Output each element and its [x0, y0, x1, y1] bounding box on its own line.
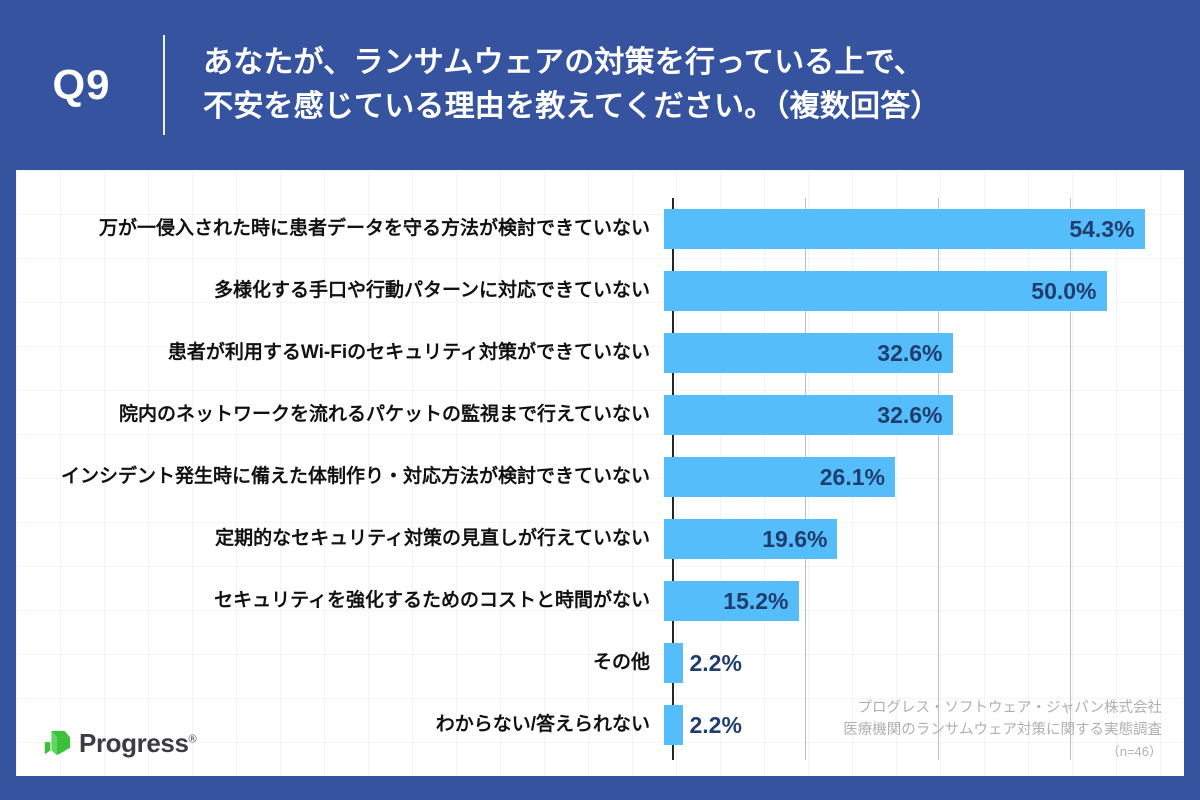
question-number: Q9 — [52, 61, 111, 108]
bar-value-label: 32.6% — [877, 340, 943, 366]
bar-track: 54.3% — [662, 198, 1184, 260]
registered-trademark-mark: ® — [188, 733, 197, 746]
bar-row: 患者が利用するWi-Fiのセキュリティ対策ができていない 32.6% — [16, 322, 1184, 384]
progress-logo-text: Progress — [79, 728, 189, 758]
bar-track: 2.2% — [662, 632, 1184, 694]
bar-chart-plot: 万が一侵入された時に患者データを守る方法が検討できていない 54.3% 多様化する手… — [16, 170, 1184, 776]
bar-category-label: インシデント発生時に備えた体制作り・対応方法が検討できていない — [60, 465, 650, 487]
bar-value-label: 26.1% — [819, 464, 885, 490]
bar-row: その他 2.2% — [16, 632, 1184, 694]
source-company: プログレス・ソフトウェア・ジャパン株式会社 — [857, 699, 1163, 716]
bar-category-label: 院内のネットワークを流れるパケットの監視まで行えていない — [118, 403, 650, 425]
bar-value-label: 15.2% — [723, 588, 789, 614]
bar[interactable] — [664, 457, 895, 497]
bar-row: 院内のネットワークを流れるパケットの監視まで行えていない 32.6% — [16, 384, 1184, 446]
bar-row: セキュリティを強化するためのコストと時間がない 15.2% — [16, 570, 1184, 632]
bar-track: 32.6% — [662, 322, 1184, 384]
source-survey: 医療機関のランサムウェア対策に関する実態調査 — [843, 722, 1162, 739]
bar-track: 19.6% — [662, 508, 1184, 570]
bar[interactable] — [664, 643, 684, 683]
bar-track: 15.2% — [662, 570, 1184, 632]
bar-category-label: セキュリティを強化するためのコストと時間がない — [214, 589, 650, 611]
bar-value-label: 32.6% — [877, 402, 943, 428]
bar-category-label: 多様化する手口や行動パターンに対応できていない — [213, 279, 650, 301]
bar-category-label: 患者が利用するWi-Fiのセキュリティ対策ができていない — [167, 341, 650, 363]
bar-rows: 万が一侵入された時に患者データを守る方法が検討できていない 54.3% 多様化する手… — [16, 198, 1184, 756]
bar-row: インシデント発生時に備えた体制作り・対応方法が検討できていない 26.1% — [16, 446, 1184, 508]
bar-category-label: 万が一侵入された時に患者データを守る方法が検討できていない — [98, 217, 650, 239]
question-text-line-1: あなたが、ランサムウェアの対策を行っている上で、 — [203, 45, 924, 79]
progress-logo: Progress® — [42, 728, 197, 758]
bar-value-label: 19.6% — [762, 526, 828, 552]
bar-value-label: 2.2% — [689, 650, 742, 676]
bar[interactable] — [664, 705, 684, 745]
bar-track: 2.2% — [662, 694, 1184, 756]
bar-track: 32.6% — [662, 384, 1184, 446]
source-note: プログレス・ソフトウェア・ジャパン株式会社 医療機関のランサムウェア対策に関する… — [843, 697, 1162, 762]
bar[interactable] — [664, 395, 953, 435]
bar-value-label: 2.2% — [689, 712, 742, 738]
bar[interactable] — [664, 519, 838, 559]
chart-card: 万が一侵入された時に患者データを守る方法が検討できていない 54.3% 多様化する手… — [16, 170, 1184, 776]
bar-category-label: その他 — [592, 651, 650, 673]
bar[interactable] — [664, 333, 953, 373]
bar-value-label: 50.0% — [1031, 278, 1097, 304]
bar-row: 定期的なセキュリティ対策の見直しが行えていない 19.6% — [16, 508, 1184, 570]
bar-category-label: 定期的なセキュリティ対策の見直しが行えていない — [215, 527, 650, 549]
progress-wordmark: Progress® — [79, 728, 197, 758]
bar-track: 50.0% — [662, 260, 1184, 322]
bar-track: 26.1% — [662, 446, 1184, 508]
bar[interactable] — [664, 271, 1107, 311]
gridline — [937, 198, 939, 760]
bar-row: わからない/答えられない 2.2% — [16, 694, 1184, 756]
header-divider — [163, 35, 165, 135]
question-text: あなたが、ランサムウェアの対策を行っている上で、 不安を感じている理由を教えてく… — [165, 41, 941, 130]
question-text-line-2: 不安を感じている理由を教えてください。（複数回答） — [203, 90, 941, 123]
bar-value-label: 54.3% — [1069, 216, 1135, 242]
bar-row: 多様化する手口や行動パターンに対応できていない 50.0% — [16, 260, 1184, 322]
bar[interactable] — [664, 581, 799, 621]
question-header: Q9 あなたが、ランサムウェアの対策を行っている上で、 不安を感じている理由を教… — [0, 0, 1200, 170]
sample-size: （n=46） — [1106, 743, 1162, 759]
bar-row: 万が一侵入された時に患者データを守る方法が検討できていない 54.3% — [16, 198, 1184, 260]
bar[interactable] — [664, 209, 1145, 249]
gridline — [1070, 198, 1072, 760]
bar-category-label: わからない/答えられない — [435, 713, 650, 735]
progress-arrow-icon — [44, 730, 71, 756]
